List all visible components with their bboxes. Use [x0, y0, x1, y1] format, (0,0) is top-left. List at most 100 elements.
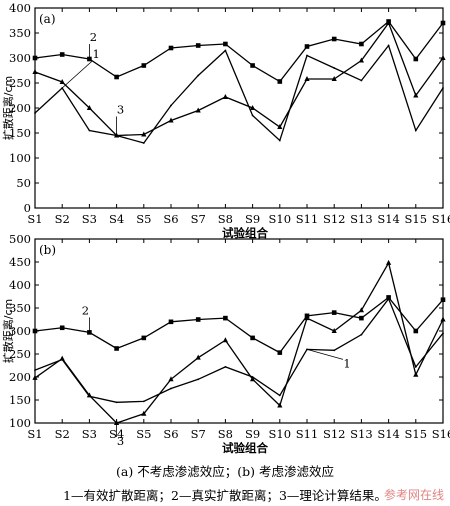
y-tick-label: 300: [9, 51, 31, 65]
x-tick-label: S10: [269, 212, 292, 226]
x-tick-label: S7: [191, 427, 206, 441]
data-point-square: [59, 52, 65, 57]
data-point-square: [32, 55, 38, 61]
data-point: [333, 349, 336, 352]
data-point-triangle: [413, 371, 419, 377]
x-tick-label: S6: [163, 427, 178, 441]
y-axis-title: 扩散距离/cm: [1, 76, 15, 140]
x-tick-label: S1: [27, 212, 42, 226]
data-point: [170, 104, 172, 107]
x-tick-label: S5: [136, 212, 151, 226]
x-tick-label: S2: [55, 212, 70, 226]
data-point: [170, 387, 172, 390]
data-point-square: [59, 325, 65, 331]
data-point: [197, 74, 200, 77]
data-point: [278, 394, 281, 397]
panel-label: (b): [39, 243, 56, 257]
x-tick-label: S12: [323, 212, 346, 226]
data-point-square: [168, 45, 174, 51]
x-axis-title: 试验组合: [222, 441, 268, 455]
x-tick-label: S9: [245, 212, 260, 226]
data-point-square: [277, 79, 283, 84]
series-number-label: 1: [93, 47, 100, 61]
x-tick-label: S9: [245, 427, 260, 441]
series-line-1: [34, 44, 444, 144]
data-point-triangle: [168, 376, 174, 382]
data-point-triangle: [250, 376, 256, 382]
x-tick-label: S6: [163, 212, 178, 226]
x-tick-label: S13: [350, 427, 373, 441]
data-point-square: [440, 20, 446, 26]
x-tick-label: S16: [432, 427, 450, 441]
data-point: [442, 332, 444, 335]
x-tick-label: S3: [82, 212, 97, 226]
data-point: [251, 114, 254, 117]
series-number-label: 3: [117, 103, 124, 117]
y-tick-label: 400: [9, 1, 31, 15]
data-point: [142, 400, 145, 403]
data-point-triangle: [358, 307, 364, 313]
data-point: [414, 129, 417, 132]
data-point: [88, 129, 91, 132]
x-tick-label: S11: [296, 212, 319, 226]
data-point: [224, 365, 227, 368]
data-point-triangle: [304, 76, 310, 81]
data-point-square: [195, 317, 201, 322]
data-point: [224, 49, 227, 52]
data-point-triangle: [114, 420, 120, 425]
y-tick-label: 0: [24, 201, 31, 215]
x-tick-label: S4: [109, 212, 124, 226]
data-point-triangle: [440, 316, 446, 322]
data-point-square: [331, 36, 337, 42]
y-tick-label: 150: [9, 393, 31, 407]
data-point: [306, 54, 308, 57]
data-point-triangle: [222, 337, 228, 343]
series-line-2: [34, 20, 444, 83]
plot-frame: [34, 238, 444, 424]
data-point-square: [277, 350, 283, 355]
data-point: [115, 401, 118, 404]
data-point-triangle: [440, 55, 446, 60]
data-point-square: [195, 43, 201, 48]
data-point: [360, 79, 363, 82]
data-point-triangle: [141, 131, 147, 137]
data-point-triangle: [86, 105, 92, 110]
data-point-square: [413, 56, 419, 62]
data-point-square: [250, 335, 255, 341]
x-axis-title: 试验组合: [222, 226, 268, 240]
x-tick-label: S15: [405, 427, 428, 441]
series-number-label: 2: [82, 303, 89, 317]
data-point-square: [141, 63, 147, 68]
y-tick-label: 200: [9, 370, 31, 384]
data-point-square: [223, 41, 228, 47]
data-point-triangle: [413, 92, 419, 98]
data-point-square: [32, 328, 38, 334]
data-point-triangle: [277, 402, 283, 408]
series-leader-line: [61, 60, 93, 89]
y-tick-label: 300: [9, 324, 31, 338]
x-tick-label: S13: [350, 212, 373, 226]
y-tick-label: 350: [9, 26, 31, 40]
data-point: [360, 333, 363, 336]
data-point: [278, 139, 281, 142]
data-point-triangle: [358, 57, 364, 63]
data-point: [197, 378, 200, 381]
data-point-square: [114, 346, 119, 351]
series-line-1: [34, 297, 444, 403]
figure: 0 50 100 150 200 250 300 350 400 S1 S2 S3 S4 S5 S6 S7 S8…: [1, 1, 450, 455]
panel-label: (a): [39, 12, 56, 26]
x-tick-label: S8: [218, 212, 233, 226]
data-point-triangle: [86, 392, 92, 398]
x-tick-label: S12: [323, 427, 346, 441]
data-point-triangle: [195, 107, 201, 113]
series-line-2: [34, 296, 444, 354]
x-tick-label: S14: [377, 427, 400, 441]
data-point: [333, 67, 336, 69]
data-point-square: [359, 315, 364, 321]
data-point: [387, 44, 390, 47]
y-tick-label: 400: [9, 278, 31, 292]
data-point: [442, 87, 444, 89]
data-point-triangle: [32, 374, 38, 380]
x-tick-label: S10: [269, 427, 292, 441]
data-point-square: [141, 335, 147, 341]
